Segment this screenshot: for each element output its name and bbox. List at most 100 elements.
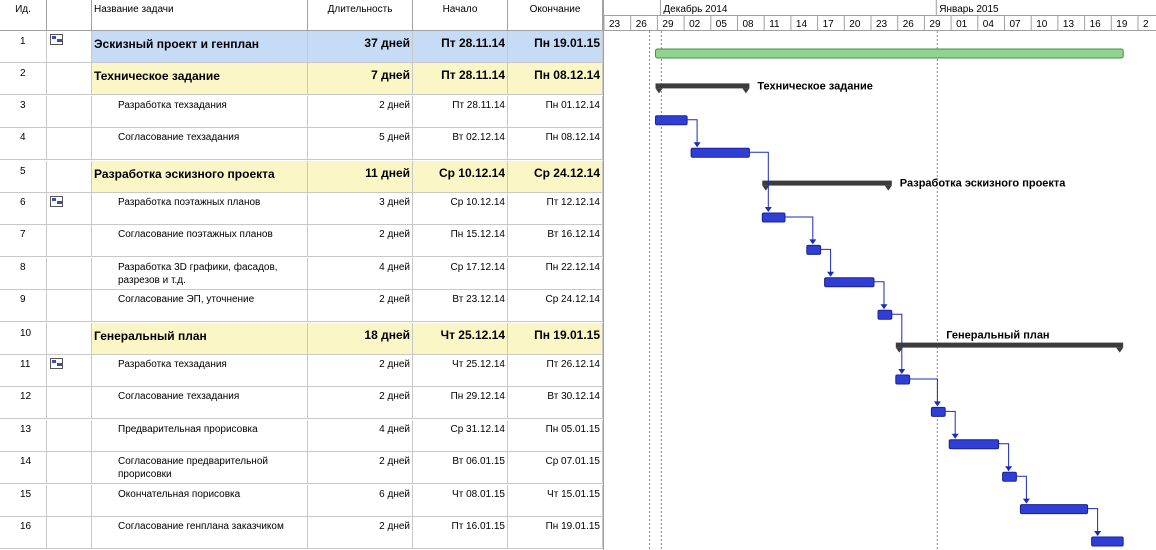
task-name[interactable]: Согласование генплана заказчиком xyxy=(92,517,308,548)
task-name[interactable]: Разработка техзадания xyxy=(92,355,308,386)
task-end[interactable]: Пн 22.12.14 xyxy=(508,257,603,289)
task-name[interactable]: Предварительная прорисовка xyxy=(92,419,308,451)
task-start[interactable]: Ср 31.12.14 xyxy=(413,419,508,451)
task-start[interactable]: Пт 28.11.14 xyxy=(413,95,508,127)
task-row[interactable]: 13 Предварительная прорисовка 4 дней Ср 31.… xyxy=(0,419,603,452)
task-duration[interactable]: 2 дней xyxy=(308,517,413,548)
task-end[interactable]: Пн 08.12.14 xyxy=(508,63,603,95)
task-duration[interactable]: 2 дней xyxy=(308,95,413,127)
task-name[interactable]: Разработка поэтажных планов xyxy=(92,193,308,224)
task-id[interactable]: 3 xyxy=(0,95,47,127)
task-end[interactable]: Пн 19.01.15 xyxy=(508,517,603,548)
task-row[interactable]: 7 Согласование поэтажных планов 2 дней Пн 1… xyxy=(0,225,603,258)
task-start[interactable]: Пт 28.11.14 xyxy=(413,63,508,95)
task-row[interactable]: 11 Разработка техзадания 2 дней Чт 25.12.14… xyxy=(0,355,603,387)
task-name[interactable]: Эскизный проект и генплан xyxy=(92,31,308,62)
task-id[interactable]: 11 xyxy=(0,355,47,386)
task-name[interactable]: Согласование ЭП, уточнение xyxy=(92,290,308,322)
task-duration[interactable]: 3 дней xyxy=(308,193,413,224)
task-name[interactable]: Согласование предварительной прорисовки xyxy=(92,452,308,484)
task-id[interactable]: 16 xyxy=(0,517,47,548)
task-start[interactable]: Вт 02.12.14 xyxy=(413,128,508,160)
task-indicators[interactable] xyxy=(47,95,92,127)
task-duration[interactable]: 4 дней xyxy=(308,257,413,289)
task-id[interactable]: 10 xyxy=(0,322,47,354)
task-duration[interactable]: 18 дней xyxy=(308,322,413,354)
col-header-start[interactable]: Начало xyxy=(413,0,508,31)
col-header-end[interactable]: Окончание xyxy=(508,0,603,31)
task-duration[interactable]: 7 дней xyxy=(308,63,413,95)
task-end[interactable]: Пн 05.01.15 xyxy=(508,419,603,451)
task-indicators[interactable] xyxy=(47,31,92,62)
task-row[interactable]: 10 Генеральный план 18 дней Чт 25.12.14 Пн 1… xyxy=(0,322,603,355)
task-id[interactable]: 14 xyxy=(0,452,47,484)
task-end[interactable]: Ср 07.01.15 xyxy=(508,452,603,484)
task-name[interactable]: Разработка 3D графики, фасадов, разрезов… xyxy=(92,257,308,289)
task-id[interactable]: 4 xyxy=(0,128,47,160)
task-name[interactable]: Генеральный план xyxy=(92,322,308,354)
task-id[interactable]: 5 xyxy=(0,160,47,192)
task-name[interactable]: Согласование поэтажных планов xyxy=(92,225,308,257)
task-indicators[interactable] xyxy=(47,290,92,322)
task-end[interactable]: Пт 12.12.14 xyxy=(508,193,603,224)
table-icon[interactable] xyxy=(50,196,63,207)
task-name[interactable]: Согласование техзадания xyxy=(92,387,308,419)
task-start[interactable]: Ср 10.12.14 xyxy=(413,160,508,192)
task-row[interactable]: 15 Окончательная порисовка 6 дней Чт 08.01.… xyxy=(0,484,603,517)
task-row[interactable]: 16 Согласование генплана заказчиком 2 дней… xyxy=(0,517,603,549)
task-end[interactable]: Пн 19.01.15 xyxy=(508,31,603,62)
task-indicators[interactable] xyxy=(47,419,92,451)
task-indicators[interactable] xyxy=(47,193,92,224)
task-end[interactable]: Пт 26.12.14 xyxy=(508,355,603,386)
task-name[interactable]: Разработка техзадания xyxy=(92,95,308,127)
task-indicators[interactable] xyxy=(47,160,92,192)
task-id[interactable]: 12 xyxy=(0,387,47,419)
task-row[interactable]: 2 Техническое задание 7 дней Пт 28.11.14 Пн … xyxy=(0,63,603,96)
col-header-id[interactable]: Ид. xyxy=(0,0,47,31)
col-header-indicators[interactable]: i xyxy=(47,0,111,31)
task-row[interactable]: 9 Согласование ЭП, уточнение 2 дней Вт 23.1… xyxy=(0,290,603,323)
task-id[interactable]: 8 xyxy=(0,257,47,289)
task-indicators[interactable] xyxy=(47,63,92,95)
task-start[interactable]: Вт 06.01.15 xyxy=(413,452,508,484)
task-row[interactable]: 1 Эскизный проект и генплан 37 дней Пт 28.1… xyxy=(0,31,603,63)
task-start[interactable]: Пт 28.11.14 xyxy=(413,31,508,62)
task-name[interactable]: Согласование техзадания xyxy=(92,128,308,160)
task-duration[interactable]: 2 дней xyxy=(308,452,413,484)
task-row[interactable]: 8 Разработка 3D графики, фасадов, разрезо… xyxy=(0,257,603,290)
task-end[interactable]: Пн 01.12.14 xyxy=(508,95,603,127)
task-start[interactable]: Пт 16.01.15 xyxy=(413,517,508,548)
task-id[interactable]: 1 xyxy=(0,31,47,62)
task-duration[interactable]: 6 дней xyxy=(308,484,413,516)
task-row[interactable]: 5 Разработка эскизного проекта 11 дней Ср 1… xyxy=(0,160,603,193)
task-id[interactable]: 7 xyxy=(0,225,47,257)
col-header-duration[interactable]: Длительность xyxy=(308,0,413,31)
task-duration[interactable]: 5 дней xyxy=(308,128,413,160)
task-start[interactable]: Ср 10.12.14 xyxy=(413,193,508,224)
task-start[interactable]: Ср 17.12.14 xyxy=(413,257,508,289)
task-indicators[interactable] xyxy=(47,355,92,386)
task-start[interactable]: Чт 08.01.15 xyxy=(413,484,508,516)
task-start[interactable]: Чт 25.12.14 xyxy=(413,355,508,386)
task-id[interactable]: 2 xyxy=(0,63,47,95)
table-icon[interactable] xyxy=(50,34,63,45)
task-row[interactable]: 4 Согласование техзадания 5 дней Вт 02.12.1… xyxy=(0,128,603,161)
task-id[interactable]: 6 xyxy=(0,193,47,224)
task-end[interactable]: Чт 15.01.15 xyxy=(508,484,603,516)
task-duration[interactable]: 4 дней xyxy=(308,419,413,451)
task-indicators[interactable] xyxy=(47,128,92,160)
task-id[interactable]: 9 xyxy=(0,290,47,322)
table-icon[interactable] xyxy=(50,358,63,369)
task-end[interactable]: Ср 24.12.14 xyxy=(508,290,603,322)
col-header-name[interactable]: Название задачи xyxy=(92,0,308,31)
task-indicators[interactable] xyxy=(47,484,92,516)
task-duration[interactable]: 37 дней xyxy=(308,31,413,62)
task-duration[interactable]: 11 дней xyxy=(308,160,413,192)
task-start[interactable]: Пн 29.12.14 xyxy=(413,387,508,419)
task-id[interactable]: 13 xyxy=(0,419,47,451)
task-duration[interactable]: 2 дней xyxy=(308,355,413,386)
task-end[interactable]: Пн 08.12.14 xyxy=(508,128,603,160)
task-indicators[interactable] xyxy=(47,452,92,484)
task-id[interactable]: 15 xyxy=(0,484,47,516)
task-indicators[interactable] xyxy=(47,322,92,354)
